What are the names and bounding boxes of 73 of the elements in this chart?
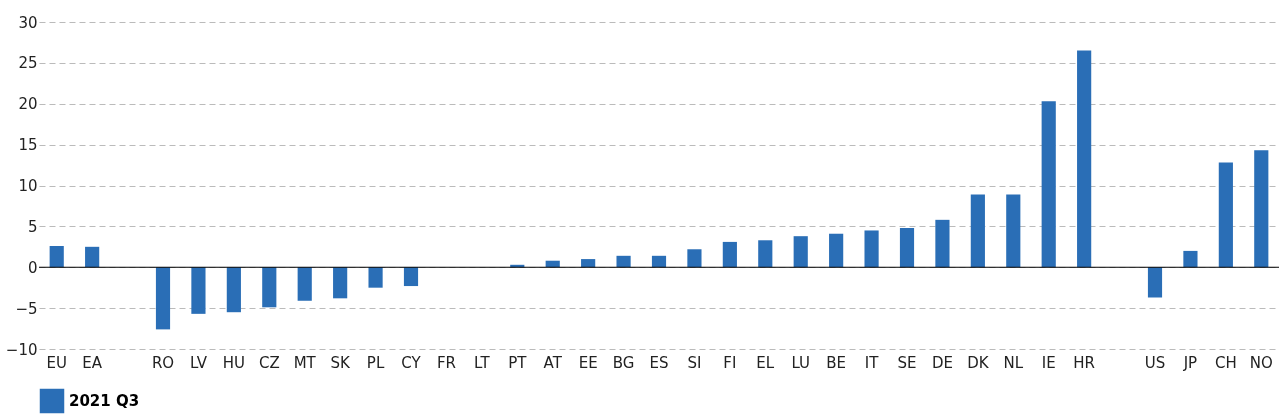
bar: [899, 228, 915, 268]
x-tick-label: SK: [330, 353, 351, 372]
y-tick-label: 15: [18, 136, 38, 155]
x-tick-label: PL: [366, 353, 385, 372]
bar: [722, 241, 737, 268]
bar: [970, 194, 985, 268]
bar: [616, 255, 631, 268]
bar: [49, 246, 64, 268]
bar: [262, 267, 277, 308]
x-tick-label: NL: [1003, 353, 1024, 372]
x-tick-label: NO: [1249, 353, 1273, 372]
x-tick-label: MT: [293, 353, 317, 372]
x-tick-label: CZ: [258, 353, 280, 372]
x-tick-label: SI: [687, 353, 702, 372]
x-tick-label: EA: [82, 353, 103, 372]
x-tick-label: IT: [864, 353, 880, 372]
bar: [1147, 267, 1163, 298]
x-tick-label: HU: [222, 353, 245, 372]
y-tick-label: 5: [27, 217, 38, 236]
x-tick-label: EU: [46, 353, 67, 372]
x-tick-label: DE: [931, 353, 953, 372]
bar: [758, 240, 773, 268]
x-tick-label: RO: [151, 353, 175, 372]
x-tick-label: LT: [474, 353, 491, 372]
bar: [1218, 162, 1233, 268]
y-tick-label: 0: [27, 258, 38, 277]
x-tick-label: LV: [189, 353, 208, 372]
legend-label: 2021 Q3: [69, 392, 140, 410]
x-tick-label: LU: [791, 353, 811, 372]
bar: [545, 260, 560, 268]
x-tick-label: FR: [436, 353, 456, 372]
bar: [651, 255, 667, 268]
bar: [864, 230, 879, 268]
bar: [297, 267, 312, 301]
bar: [793, 236, 808, 268]
x-tick-label: DK: [967, 353, 990, 372]
y-tick-label: 30: [18, 13, 38, 32]
bar: [85, 246, 100, 268]
bar: [935, 219, 950, 268]
x-tick-label: HR: [1073, 353, 1095, 372]
bar: [403, 267, 419, 287]
y-tick-label: 25: [18, 54, 38, 73]
bar: [368, 267, 383, 288]
bar: [687, 249, 702, 268]
y-tick-label: −10: [5, 340, 38, 359]
bar: [1077, 50, 1092, 268]
x-tick-label: CH: [1214, 353, 1237, 372]
bar: [829, 233, 844, 268]
y-tick-label: −5: [15, 299, 38, 318]
x-tick-label: PT: [508, 353, 528, 372]
bar: [155, 267, 171, 330]
x-tick-label: FI: [723, 353, 737, 372]
x-tick-label: JP: [1182, 353, 1198, 372]
x-tick-label: AT: [543, 353, 563, 372]
x-tick-label: EE: [578, 353, 598, 372]
x-tick-label: US: [1144, 353, 1166, 372]
y-tick-label: 20: [18, 95, 38, 114]
bar: [1041, 101, 1056, 268]
x-tick-label: SE: [897, 353, 917, 372]
bar: [1254, 150, 1269, 268]
bar: [581, 259, 596, 268]
x-tick-label: IE: [1041, 353, 1056, 372]
bar: [191, 267, 206, 314]
bar: [333, 267, 348, 299]
bar: [1183, 250, 1198, 268]
y-tick-label: 10: [18, 177, 38, 195]
x-tick-label: ES: [649, 353, 669, 372]
x-tick-label: CY: [401, 353, 422, 372]
bar: [1006, 194, 1021, 268]
x-tick-label: BE: [826, 353, 847, 372]
bar: [226, 267, 241, 313]
x-tick-label: BG: [612, 353, 635, 372]
x-tick-label: EL: [756, 353, 775, 372]
